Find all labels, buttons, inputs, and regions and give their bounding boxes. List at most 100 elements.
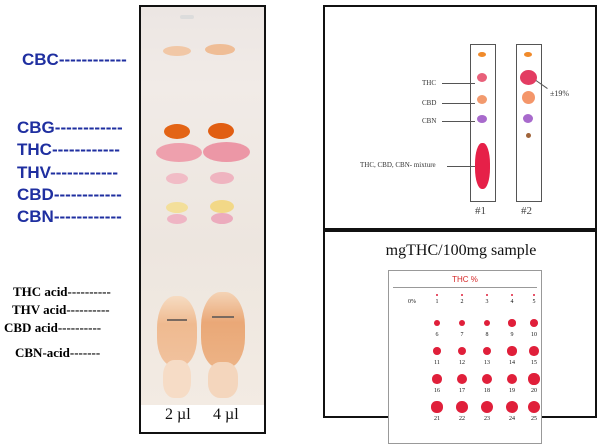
acid-smear-lane2: [201, 292, 245, 368]
thc-dot: [481, 373, 493, 385]
thc-dot: [483, 319, 491, 327]
thc-dot: [436, 294, 438, 296]
strip-label-mixture: THC, CBD, CBN- mixture: [360, 161, 436, 169]
thc-dot: [486, 294, 488, 296]
thc-dot-label: 8: [485, 332, 489, 338]
thc-dot: [434, 320, 440, 326]
thc-dot-label: 10: [531, 332, 537, 338]
connector-thc: [442, 83, 475, 84]
spot-cbg-lane1: [164, 124, 190, 139]
thc-dot: [506, 401, 518, 413]
strip1-mixture-smear: [475, 143, 490, 189]
strip1-cbd-spot: [477, 95, 487, 104]
thc-dot: [508, 319, 516, 327]
spot-thv-lane1: [166, 173, 188, 184]
label-thc: THC------------: [17, 140, 120, 159]
thc-dot-label: 24: [509, 416, 515, 422]
connector-mixture: [447, 166, 475, 167]
thc-dot: [457, 346, 467, 356]
acid-band-line-lane1: [167, 319, 187, 321]
thc-dot: [458, 319, 466, 327]
spot-cbn-lane2: [211, 213, 233, 224]
thc-dot-label: 3: [485, 299, 489, 305]
reference-title: mgTHC/100mg sample: [385, 242, 537, 259]
thc-dot: [457, 374, 467, 384]
thc-dot-label: 21: [434, 416, 440, 422]
thc-dot-label: 16: [434, 388, 440, 394]
thc-dot: [533, 294, 535, 296]
thc-dot: [461, 294, 463, 296]
thc-dot-label: 1: [435, 299, 439, 305]
strip-number-1: #1: [475, 205, 486, 217]
strip2-cbn-spot: [523, 114, 533, 123]
strip1-thc-spot: [477, 73, 487, 82]
spot-thc-lane1: [156, 143, 202, 162]
strip2-cbd-spot: [522, 91, 535, 104]
spot-cbd-lane2: [210, 200, 234, 213]
thc-dot: [529, 346, 539, 356]
strip-annotation: ±19%: [550, 89, 570, 98]
thc-dot: [431, 401, 443, 413]
connector-cbn: [442, 121, 475, 122]
label-cbd: CBD------------: [17, 185, 122, 204]
thc-dot-label: 17: [459, 388, 465, 394]
thc-dot-label: 0%: [408, 299, 416, 305]
acid-tail-lane2: [208, 362, 238, 398]
label-cbc: CBC------------: [22, 50, 127, 69]
thc-dot-label: 12: [459, 360, 465, 366]
thc-dot-label: 5: [532, 299, 536, 305]
thc-dot-label: 23: [484, 416, 490, 422]
label-cbn: CBN------------: [17, 207, 122, 226]
spot-cbc-lane2: [205, 44, 235, 55]
strip-number-2: #2: [521, 205, 532, 217]
spot-cbg-lane2: [208, 123, 234, 139]
thc-dot: [432, 374, 442, 384]
thc-reference-card: THC % 0% 1 2 3 4 5 6 7 8 9 10 11 12 13 14 15 16 17 18 19 20 2…: [388, 270, 542, 444]
card-rule: [393, 287, 537, 288]
thc-dot-label: 20: [531, 388, 537, 394]
tlc-strip-2: [516, 44, 542, 202]
thc-dot: [433, 347, 441, 355]
thc-dot: [456, 401, 468, 413]
thc-dot-label: 14: [509, 360, 515, 366]
thc-reference-panel: mgTHC/100mg sample THC % 0% 1 2 3 4 5 6 7 8 9 10 11…: [323, 230, 597, 444]
label-cbd-acid: CBD acid----------: [4, 320, 102, 335]
thc-dot-label: 6: [435, 332, 439, 338]
acid-tail-lane1: [163, 360, 191, 398]
strip1-cbn-spot: [477, 115, 487, 123]
thc-dot-label: 7: [460, 332, 464, 338]
strip-comparison-panel: THC CBD CBN THC, CBD, CBN- mixture ±19% …: [323, 5, 597, 230]
thc-dot: [481, 401, 493, 413]
thc-dot: [528, 401, 540, 413]
thc-dot-label: 15: [531, 360, 537, 366]
thc-dot-label: 9: [510, 332, 514, 338]
spot-thc-lane2: [203, 142, 250, 162]
card-heading: THC %: [452, 275, 478, 284]
label-thv: THV------------: [17, 163, 118, 182]
spot-cbn-lane1: [167, 214, 187, 224]
lane-label-2: 4 µl: [213, 406, 239, 423]
acid-smear-lane1: [157, 296, 197, 366]
lane-label-1: 2 µl: [165, 406, 191, 423]
strip-label-thc: THC: [422, 79, 436, 87]
acid-band-line-lane2: [212, 316, 234, 318]
thc-dot-label: 19: [509, 388, 515, 394]
thc-dot: [507, 346, 517, 356]
thc-dot-label: 18: [484, 388, 490, 394]
strip1-top-spot: [478, 52, 486, 57]
thc-dot-label: 22: [459, 416, 465, 422]
spot-cbd-lane1: [166, 202, 188, 213]
label-cbn-acid: CBN-acid-------: [15, 345, 101, 360]
label-thc-acid: THC acid----------: [13, 284, 111, 299]
connector-cbd: [442, 103, 475, 104]
thc-dot-label: 13: [484, 360, 490, 366]
thc-dot: [511, 294, 513, 296]
strip-label-cbn: CBN: [422, 117, 437, 125]
thc-dot-label: 2: [460, 299, 464, 305]
thc-dot: [530, 319, 538, 327]
thc-dot-label: 25: [531, 416, 537, 422]
spot-cbc-lane1: [163, 46, 191, 56]
thc-dot: [482, 346, 492, 356]
plate-top-mark: [180, 15, 194, 19]
thc-dot: [528, 373, 540, 385]
